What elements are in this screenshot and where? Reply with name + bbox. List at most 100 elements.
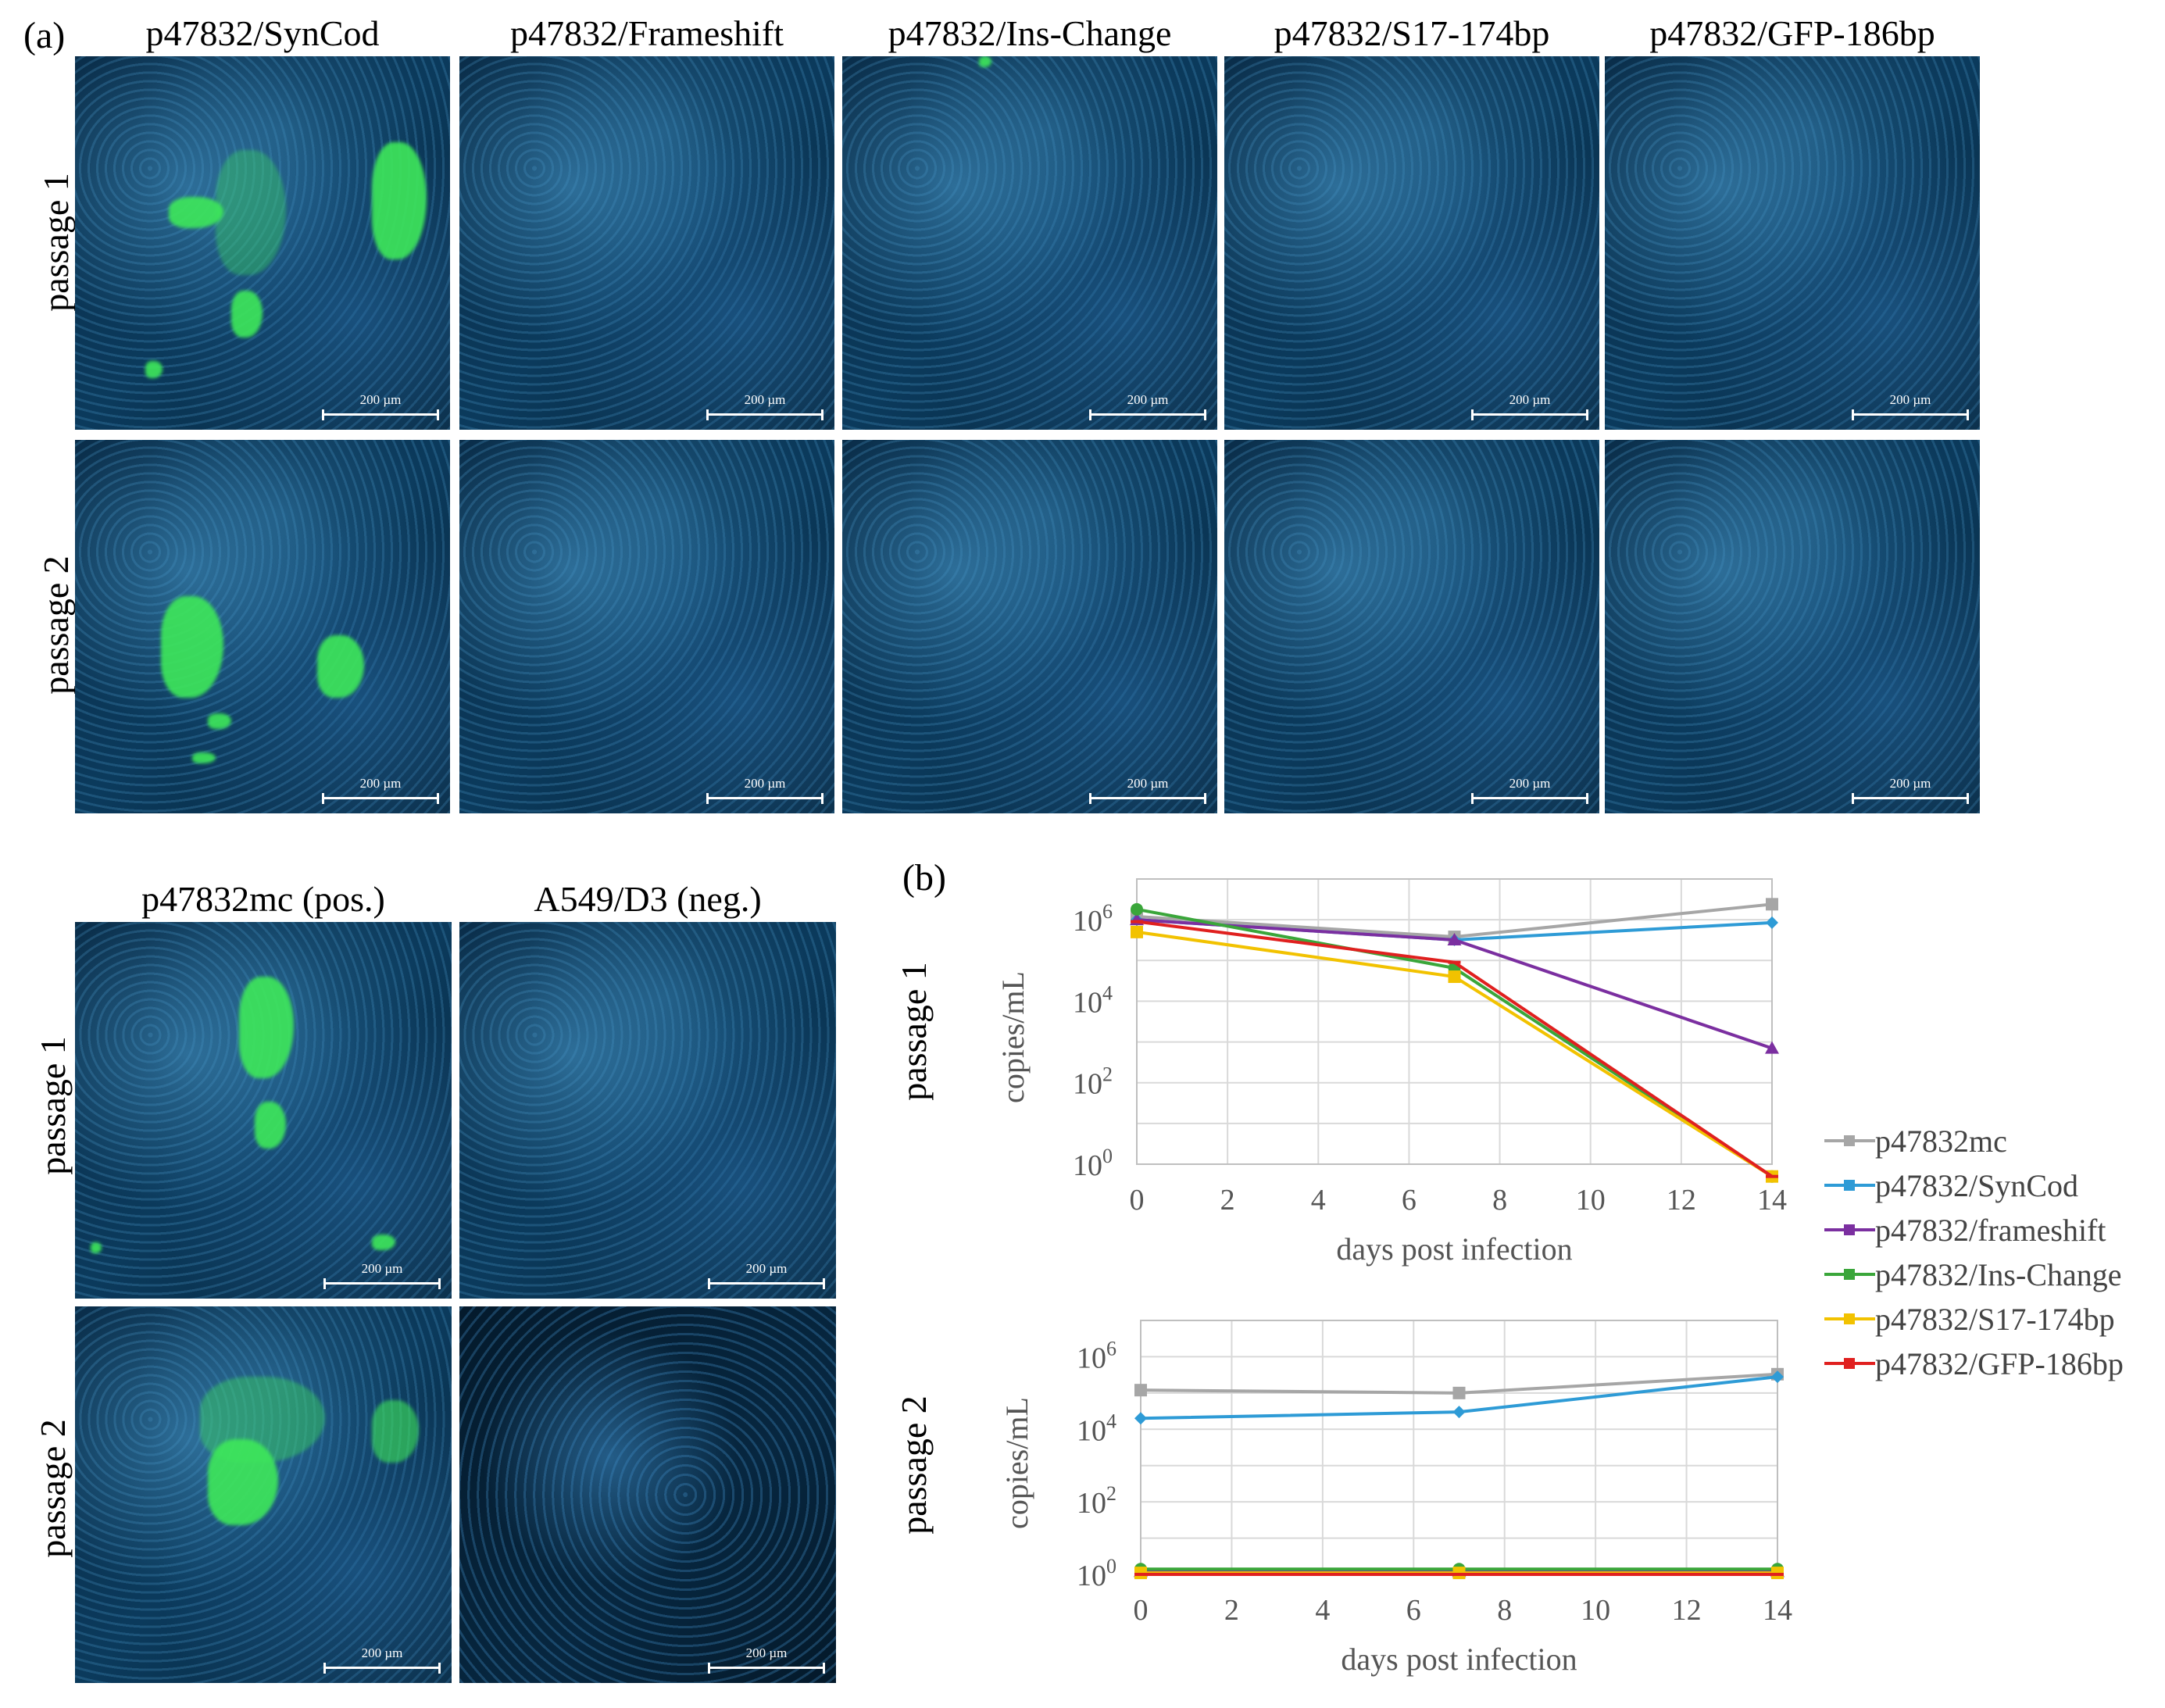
y-tick-label: 100 [1073,1145,1113,1182]
data-point [1771,1573,1784,1576]
x-tick-label: 4 [1315,1594,1330,1627]
micrograph-ins-change-passage-2: 200 µm [842,440,1217,813]
column-title-ins-change: p47832/Ins-Change [888,13,1172,53]
scale-bar: 200 µm [706,776,823,804]
scale-bar: 200 µm [1089,776,1206,804]
chart-passage-1: 0 2 4 6 8 10 12 14 100 102 104 106 days post infecti… [894,878,1787,1267]
column-title-gfp: p47832/GFP-186bp [1649,13,1935,53]
y-tick-label: 104 [1073,981,1113,1019]
x-tick-label: 12 [1667,1184,1696,1217]
x-tick-label: 6 [1402,1184,1417,1217]
scale-bar: 200 µm [1852,392,1969,420]
data-point [1765,1041,1779,1054]
micrograph-s17-passage-1: 200 µm [1224,56,1599,430]
legend-swatch-marker [1844,1224,1855,1235]
micrograph-frameshift-passage-2: 200 µm [459,440,834,813]
data-point [1448,960,1461,964]
data-point [1131,920,1143,924]
x-tick-label: 2 [1220,1184,1235,1217]
legend-label: p47832/S17-174bp [1875,1302,2115,1337]
scale-bar: 200 µm [322,776,439,804]
scale-bar: 200 µm [322,392,439,420]
scale-bar: 200 µm [708,1645,825,1674]
legend-label: p47832/SynCod [1875,1168,2078,1203]
data-point [1448,970,1461,984]
micrograph-s17-passage-2: 200 µm [1224,440,1599,813]
data-point [1131,902,1143,916]
legend-swatch-marker [1844,1313,1855,1324]
scale-bar: 200 µm [1471,392,1588,420]
micrograph-positive-control-passage-2: 200 µm [75,1306,452,1683]
micrograph-syncod-passage-2: 200 µm [75,440,450,813]
series-line [1136,907,1774,1178]
x-tick-label: 10 [1581,1594,1610,1627]
micrograph-frameshift-passage-1: 200 µm [459,56,834,430]
panel-b-label: (b) [902,857,946,899]
data-point [1452,1406,1466,1419]
x-axis-title: days post infection [1341,1642,1577,1677]
column-title-s17: p47832/S17-174bp [1274,13,1550,53]
data-point [1134,1573,1147,1576]
data-point [1766,1174,1778,1178]
chart-passage-2: 0 2 4 6 8 10 12 14 100 102 104 106 days post infecti… [894,1320,1792,1677]
legend-swatch-marker [1844,1358,1855,1369]
scale-bar: 200 µm [1852,776,1969,804]
legend-label: p47832/GFP-186bp [1875,1346,2124,1381]
y-tick-label: 106 [1073,900,1113,938]
y-axis-title: copies/mL [995,971,1031,1103]
x-tick-label: 12 [1672,1594,1702,1627]
data-point [1452,1386,1466,1399]
x-tick-label: 8 [1492,1184,1507,1217]
y-tick-label: 100 [1077,1555,1116,1592]
panel-a-label: (a) [23,15,66,56]
micrograph-negative-control-passage-2: 200 µm [459,1306,836,1683]
data-point [1766,898,1778,911]
scale-bar: 200 µm [323,1645,441,1674]
data-point [1447,932,1462,945]
legend-label: p47832/frameshift [1875,1213,2106,1248]
scale-bar: 200 µm [706,392,823,420]
x-tick-label: 0 [1130,1184,1145,1217]
y-tick-label: 102 [1077,1482,1116,1520]
column-title-frameshift: p47832/Frameshift [509,13,784,53]
micrograph-gfp-passage-1: 200 µm [1605,56,1980,430]
data-point [1131,925,1143,938]
x-tick-label: 14 [1763,1594,1792,1627]
micrograph-gfp-passage-2: 200 µm [1605,440,1980,813]
data-point [1766,916,1778,929]
x-tick-label: 0 [1134,1594,1149,1627]
plot-frame [1136,878,1773,1165]
data-point [1134,1412,1147,1425]
scale-bar: 200 µm [1089,392,1206,420]
column-title-negative-control: A549/D3 (neg.) [534,879,762,919]
x-tick-label: 10 [1576,1184,1606,1217]
legend-swatch-marker [1844,1135,1855,1146]
plot-frame [1140,1320,1778,1575]
x-tick-label: 4 [1311,1184,1326,1217]
data-point [1771,1370,1784,1384]
x-axis-title: days post infection [1336,1231,1572,1267]
legend-swatch-marker [1844,1180,1855,1191]
y-tick-label: 102 [1073,1063,1113,1101]
column-title-positive-control: p47832mc (pos.) [141,879,385,919]
y-axis-title: copies/mL [999,1397,1034,1529]
y-tick-label: 106 [1077,1337,1116,1374]
column-title-syncod: p47832/SynCod [145,13,380,53]
scale-bar: 200 µm [323,1261,441,1289]
micrograph-ins-change-passage-1: 200 µm [842,56,1217,430]
chart-title: passage 2 [894,1395,934,1535]
scale-bar: 200 µm [708,1261,825,1289]
micrograph-negative-control-passage-1: 200 µm [459,922,836,1299]
x-tick-label: 8 [1497,1594,1512,1627]
scale-bar: 200 µm [1471,776,1588,804]
micrograph-positive-control-passage-1: 200 µm [75,922,452,1299]
legend-label: p47832/Ins-Change [1875,1257,2122,1292]
x-tick-label: 6 [1406,1594,1421,1627]
legend-label: p47832mc [1875,1124,2007,1159]
legend-swatch-marker [1844,1269,1855,1280]
micrograph-syncod-passage-1: 200 µm [75,56,450,430]
y-tick-label: 104 [1077,1410,1116,1447]
data-point [1134,1384,1147,1397]
chart-title: passage 1 [894,962,934,1101]
